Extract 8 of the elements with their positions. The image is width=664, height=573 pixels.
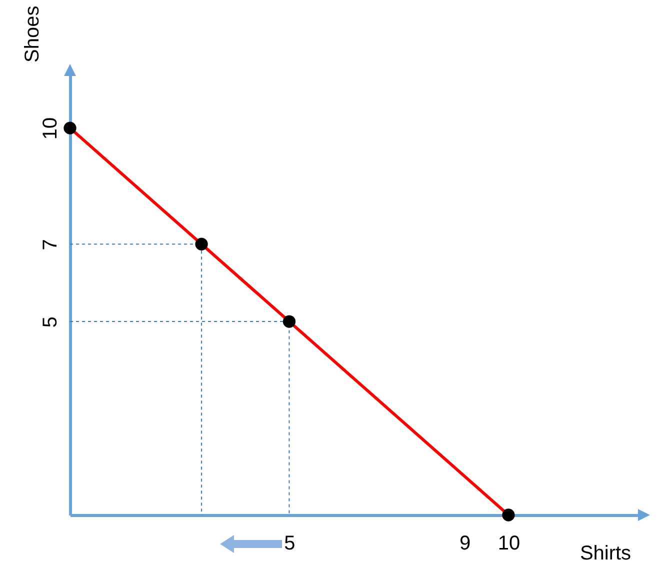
y-tick-label: 10 (40, 117, 62, 140)
y-tick-label: 7 (40, 239, 62, 250)
x-tick-label: 5 (284, 532, 296, 554)
y-axis-title: Shoes (22, 6, 44, 62)
x-tick-label: 9 (460, 532, 471, 554)
x-axis-title: Shirts (580, 542, 632, 564)
x-tick-label: 10 (498, 532, 520, 554)
y-tick-label: 5 (40, 316, 62, 328)
